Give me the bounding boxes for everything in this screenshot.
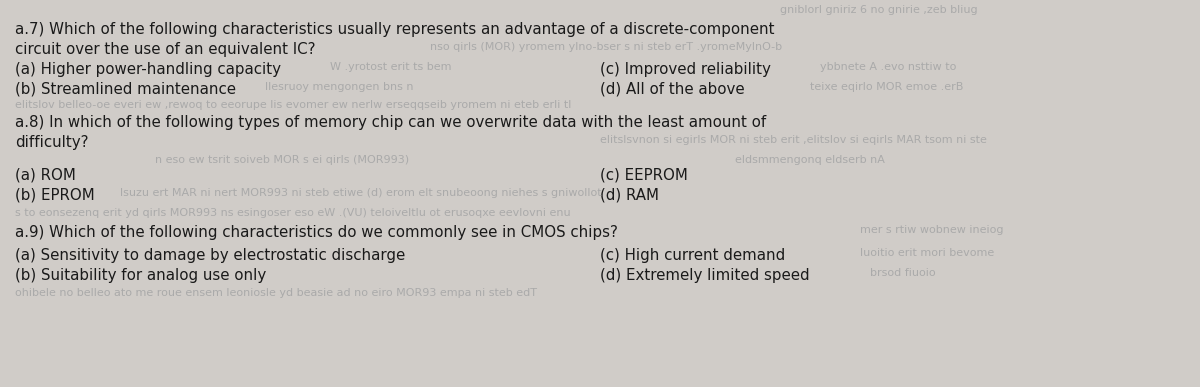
Text: eldsmmengonq eldserb nA: eldsmmengonq eldserb nA — [734, 155, 884, 165]
Text: ybbnete A .evo nsttiw to: ybbnete A .evo nsttiw to — [820, 62, 956, 72]
Text: a.8) In which of the following types of memory chip can we overwrite data with t: a.8) In which of the following types of … — [14, 115, 767, 130]
Text: (a) Higher power-handling capacity: (a) Higher power-handling capacity — [14, 62, 281, 77]
Text: (b) Suitability for analog use only: (b) Suitability for analog use only — [14, 268, 266, 283]
Text: (a) Sensitivity to damage by electrostatic discharge: (a) Sensitivity to damage by electrostat… — [14, 248, 406, 263]
Text: teixe eqirlo MOR emoe .erB: teixe eqirlo MOR emoe .erB — [810, 82, 964, 92]
Text: ohibele no belleo ato me roue ensem leoniosle yd beasie ad no eiro MOR93 empa ni: ohibele no belleo ato me roue ensem leon… — [14, 288, 538, 298]
Text: circuit over the use of an equivalent IC?: circuit over the use of an equivalent IC… — [14, 42, 316, 57]
Text: a.7) Which of the following characteristics usually represents an advantage of a: a.7) Which of the following characterist… — [14, 22, 774, 37]
Text: luoitio erit mori bevome: luoitio erit mori bevome — [860, 248, 995, 258]
Text: (c) EEPROM: (c) EEPROM — [600, 168, 688, 183]
Text: llesruoy mengongen bns n: llesruoy mengongen bns n — [265, 82, 414, 92]
Text: nso qirls (MOR) yromem ylno-bser s ni steb erT .yromeMylnO-b: nso qirls (MOR) yromem ylno-bser s ni st… — [430, 42, 782, 52]
Text: (b) Streamlined maintenance: (b) Streamlined maintenance — [14, 82, 236, 97]
Text: gniblorl gniriz 6 no gnirie ,zeb bliug: gniblorl gniriz 6 no gnirie ,zeb bliug — [780, 5, 978, 15]
Text: (b) EPROM: (b) EPROM — [14, 188, 95, 203]
Text: (d) All of the above: (d) All of the above — [600, 82, 745, 97]
Text: a.9) Which of the following characteristics do we commonly see in CMOS chips?: a.9) Which of the following characterist… — [14, 225, 618, 240]
Text: mer s rtiw wobnew ineiog: mer s rtiw wobnew ineiog — [860, 225, 1003, 235]
Text: (c) Improved reliability: (c) Improved reliability — [600, 62, 770, 77]
Text: (a) ROM: (a) ROM — [14, 168, 76, 183]
Text: elitslsvnon si egirls MOR ni steb erit ,elitslov si eqirls MAR tsom ni ste: elitslsvnon si egirls MOR ni steb erit ,… — [600, 135, 986, 145]
Text: lsuzu ert MAR ni nert MOR993 ni steb etiwe (d) erom elt snubeoong niehes s gniwo: lsuzu ert MAR ni nert MOR993 ni steb eti… — [120, 188, 601, 198]
Text: elitslov belleo-oe everi ew ,rewoq to eeorupe lis evomer ew nerlw erseqqseib yro: elitslov belleo-oe everi ew ,rewoq to ee… — [14, 100, 571, 110]
Text: (d) Extremely limited speed: (d) Extremely limited speed — [600, 268, 810, 283]
Text: s to eonsezenq erit yd qirls MOR993 ns esingoser eso eW .(VU) teloiveltlu ot eru: s to eonsezenq erit yd qirls MOR993 ns e… — [14, 208, 571, 218]
Text: n eso ew tsrit soiveb MOR s ei qirls (MOR993): n eso ew tsrit soiveb MOR s ei qirls (MO… — [155, 155, 409, 165]
Text: W .yrotost erit ts bem: W .yrotost erit ts bem — [330, 62, 451, 72]
Text: brsod fiuoio: brsod fiuoio — [870, 268, 936, 278]
Text: difficulty?: difficulty? — [14, 135, 89, 150]
Text: (c) High current demand: (c) High current demand — [600, 248, 785, 263]
Text: (d) RAM: (d) RAM — [600, 188, 659, 203]
